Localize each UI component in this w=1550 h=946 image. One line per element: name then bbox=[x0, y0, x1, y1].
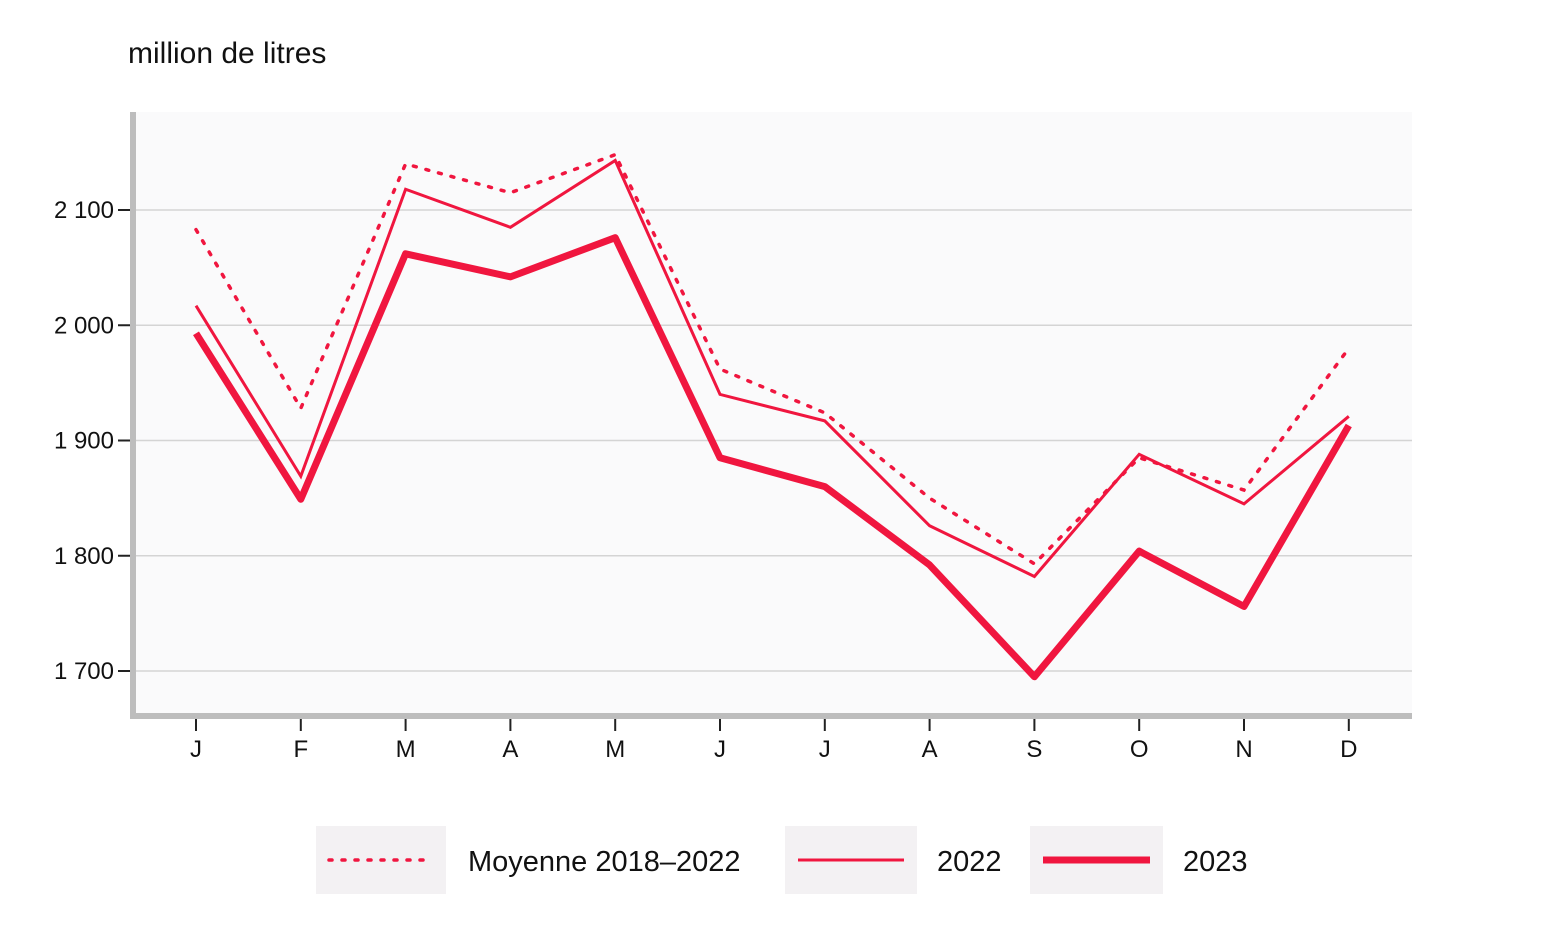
legend-label: 2023 bbox=[1183, 846, 1248, 878]
x-tick-label: S bbox=[1026, 736, 1042, 763]
gridlines bbox=[133, 112, 1412, 716]
y-tick-label: 1 800 bbox=[54, 543, 114, 570]
x-tick-label: M bbox=[396, 736, 416, 763]
legend-label: Moyenne 2018–2022 bbox=[468, 846, 741, 878]
x-tick-label: N bbox=[1235, 736, 1252, 763]
x-tick-label: A bbox=[502, 736, 518, 763]
x-tick-label: A bbox=[922, 736, 938, 763]
x-tick-label: D bbox=[1340, 736, 1357, 763]
series-line-thick bbox=[193, 234, 1352, 681]
y-tick-label: 1 900 bbox=[54, 428, 114, 455]
x-tick-label: O bbox=[1130, 736, 1149, 763]
x-tick-label: M bbox=[605, 736, 625, 763]
y-tick-label: 2 000 bbox=[54, 312, 114, 339]
x-tick-label: J bbox=[819, 736, 831, 763]
legend: Moyenne 2018–2022 2022 2023 bbox=[316, 826, 1248, 894]
series-line-thin bbox=[194, 158, 1350, 579]
x-tick-label: J bbox=[714, 736, 726, 763]
y-axis-ticks: 1 700 1 800 1 900 2 000 2 100 bbox=[54, 197, 130, 685]
y-axis-title: million de litres bbox=[128, 37, 326, 70]
series-lines bbox=[193, 152, 1352, 681]
x-tick-label: F bbox=[293, 736, 308, 763]
axes bbox=[130, 112, 1412, 719]
legend-label: 2022 bbox=[937, 846, 1002, 878]
plot-background bbox=[133, 112, 1412, 716]
y-tick-label: 2 100 bbox=[54, 197, 114, 224]
x-tick-label: J bbox=[190, 736, 202, 763]
y-tick-label: 1 700 bbox=[54, 658, 114, 685]
